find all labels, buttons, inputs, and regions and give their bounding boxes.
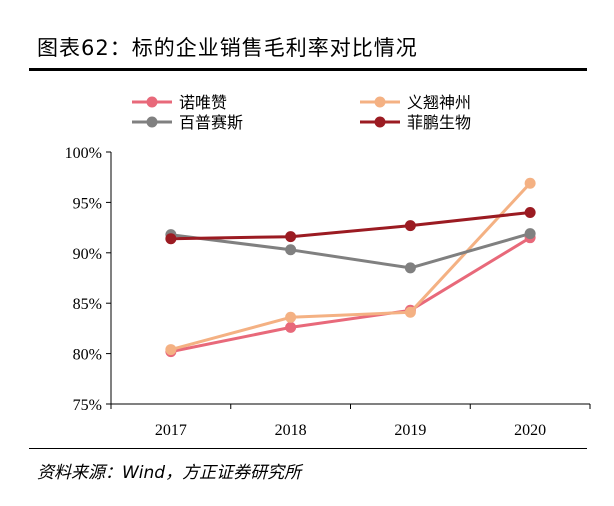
series-line [170,236,531,354]
series-line [170,232,531,270]
data-point [404,306,416,318]
legend-label: 义翘神州 [407,93,471,112]
data-point [524,228,536,240]
x-tick-label: 2017 [155,422,187,439]
x-tick-label: 2020 [514,422,546,439]
series-lines [165,177,536,358]
legend-label: 菲鹏生物 [407,113,471,132]
data-point [165,233,177,245]
y-tick-label: 75% [73,397,102,414]
y-tick-label: 80% [73,347,102,364]
axes: 75% 80% 85% 90% 95% 100% 2017 2018 2019 2020 [65,145,591,439]
data-point [404,220,416,232]
y-tick-label: 85% [73,296,102,313]
legend-label: 诺唯赞 [179,93,227,112]
title-rule [29,68,587,71]
series-2 [165,177,536,356]
series-4 [165,206,536,245]
y-tick-label: 95% [73,195,102,212]
source-rule [29,448,587,449]
source-note: 资料来源：Wind，方正证券研究所 [37,463,302,483]
legend-item: 菲鹏生物 [360,113,471,132]
legend-swatch-marker [146,116,158,128]
legend-item: 诺唯赞 [132,93,227,112]
chart-title: 图表62：标的企业销售毛利率对比情况 [37,36,418,60]
legend-label: 百普赛斯 [179,113,243,132]
y-tick-label: 90% [73,246,102,263]
data-point [285,244,297,256]
series-1 [165,232,536,358]
legend-swatch-marker [146,96,158,108]
legend-item: 百普赛斯 [132,113,243,132]
y-tick-label: 100% [65,145,102,162]
data-point [524,206,536,218]
x-tick-label: 2018 [275,422,307,439]
data-point [285,311,297,323]
data-point [285,321,297,333]
data-point [285,231,297,243]
legend-swatch-marker [374,96,386,108]
legend-item: 义翘神州 [360,93,471,112]
data-point [524,177,536,189]
legend-swatch-marker [374,116,386,128]
series-line [170,211,531,241]
series-line [170,182,532,352]
data-point [404,262,416,274]
x-tick-label: 2019 [394,422,426,439]
data-point [165,344,177,356]
